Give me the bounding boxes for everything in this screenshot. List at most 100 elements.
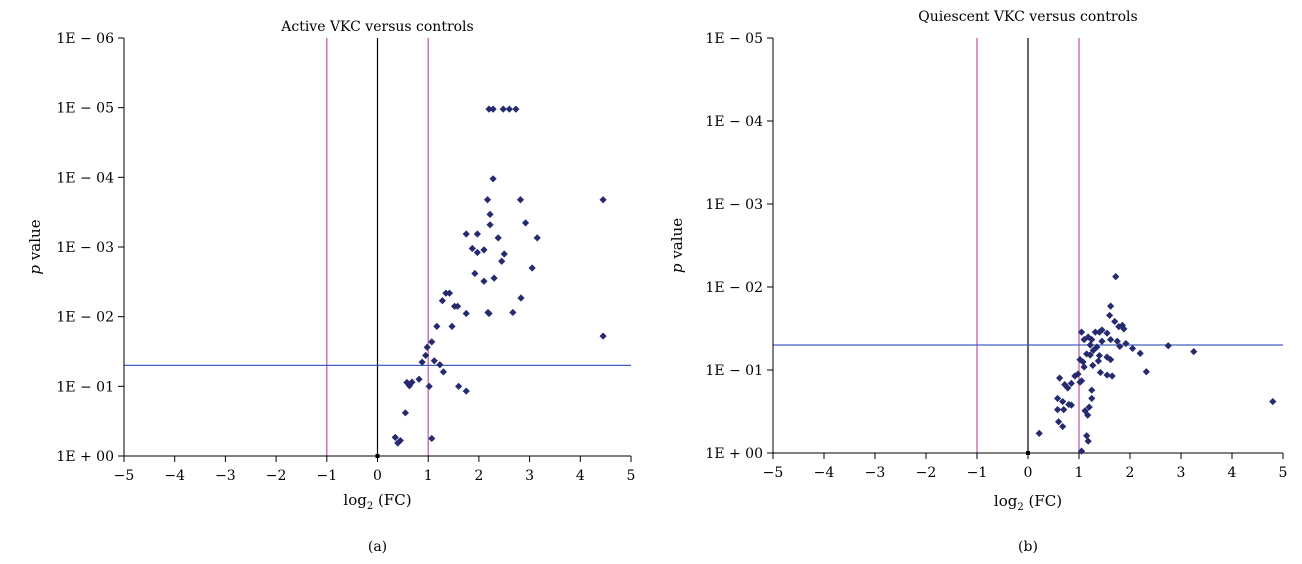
panel-b-x-tick-label: −1 — [967, 465, 988, 481]
panel-b-data-point — [1080, 335, 1088, 344]
panel-b-data-point — [1079, 358, 1087, 366]
panel-a-data-point — [455, 382, 463, 390]
panel-b-y-tick-label: 1E − 02 — [705, 280, 763, 296]
panel-b-data-point — [1053, 406, 1062, 414]
panel-a-data-point — [599, 196, 607, 204]
panel-a-data-point — [418, 358, 426, 366]
panel-b-data-point — [1096, 368, 1105, 377]
panel-b-data-point — [1061, 381, 1069, 389]
panel-a-data-point — [494, 234, 502, 242]
panel-a-data-point — [433, 322, 441, 331]
panel-b-data-point — [1103, 329, 1111, 337]
panel-b-data-point — [1055, 418, 1063, 426]
panel-b-data-point — [1084, 437, 1092, 445]
panel-b-data-point — [1136, 349, 1144, 357]
panel-b-data-point — [1077, 328, 1086, 336]
panel-b-data-point — [1111, 317, 1119, 326]
panel-a-data-point — [483, 196, 492, 204]
panel-b-data-point — [1067, 401, 1075, 409]
panel-a-data-point — [462, 387, 470, 395]
panel-a-data-point — [473, 230, 481, 238]
panel-a-x-tick-label: −5 — [114, 468, 135, 484]
panel-b-data-point — [1107, 335, 1115, 344]
panel-b-x-tick-label: −3 — [865, 465, 886, 481]
panel-b-data-point — [1077, 447, 1086, 455]
panel-b-data-point — [1060, 406, 1068, 414]
panel-a-y-tick-label: 1E − 02 — [56, 310, 114, 326]
panel-b-data-point — [1086, 351, 1094, 359]
panel-a-data-point — [489, 105, 497, 113]
panel-a-y-tick-label: 1E − 06 — [56, 31, 114, 47]
panel-a-data-point — [462, 309, 470, 318]
panel-a-y-tick-label: 1E − 04 — [56, 170, 114, 186]
panel-a-data-point — [450, 302, 459, 310]
panel-a-x-tick-label: 2 — [474, 468, 483, 484]
panel-a-x-axis-label: log2 (FC) — [343, 491, 411, 512]
panel-b-data-point — [1076, 356, 1084, 364]
panel-a-x-axis-label-log: log — [343, 491, 367, 509]
panel-b-data-point — [1053, 394, 1062, 403]
panel-b-x-axis-label-sub: 2 — [1017, 502, 1023, 513]
panel-b-data-point — [1088, 386, 1096, 394]
panel-b-data-point — [1095, 351, 1103, 360]
panel-a-y-axis-label-rest: value — [26, 219, 44, 265]
panel-b-data-point — [1067, 379, 1075, 387]
panel-b-data-point — [1035, 429, 1043, 437]
panel-b-data-point — [1076, 378, 1084, 386]
panel-a-data-point — [521, 219, 530, 227]
panel-a-data-point — [448, 322, 456, 331]
panel-b-y-axis-label: p value — [668, 218, 686, 273]
panel-b-data-point — [1107, 302, 1115, 310]
panel-a-data-point — [500, 250, 508, 258]
panel-b-data-point — [1089, 361, 1097, 369]
panel-a-data-point — [391, 433, 399, 441]
panel-a-x-tick-label: 5 — [627, 468, 636, 484]
panel-a-data-point — [490, 274, 498, 282]
panel-a-data-point — [473, 248, 481, 257]
panel-a-data-point — [486, 210, 494, 218]
panel-a-y-axis-label-p: p — [26, 265, 44, 275]
panel-a-data-point — [415, 375, 423, 383]
panel-b-data-point — [1120, 325, 1128, 333]
panel-b-x-tick-label: −4 — [814, 465, 835, 481]
panel-a-x-tick-label: 3 — [525, 468, 534, 484]
panel-a-origin-marker — [375, 454, 380, 458]
panel-a-data-point — [528, 264, 536, 272]
panel-a-y-tick-label: 1E − 03 — [56, 240, 114, 256]
panel-b-x-tick-label: 4 — [1228, 465, 1237, 481]
panel-a-data-point — [462, 230, 470, 238]
panel-b-x-tick-label: 0 — [1024, 465, 1033, 481]
panel-b-data-point — [1112, 273, 1120, 281]
panel-b-data-point — [1142, 368, 1150, 376]
panel-b-data-point — [1083, 432, 1091, 440]
panel-a-data-point — [516, 196, 525, 204]
panel-b-data-point — [1089, 346, 1097, 354]
panel-b-data-point — [1164, 342, 1172, 350]
panel-b-title: Quiescent VKC versus controls — [918, 9, 1137, 25]
panel-a-data-point — [486, 221, 494, 229]
panel-a-title: Active VKC versus controls — [280, 19, 473, 35]
panel-b-origin-marker — [1026, 451, 1030, 455]
panel-a-x-tick-label: 4 — [576, 468, 585, 484]
panel-a-data-point — [498, 257, 506, 265]
panel-a: 1E + 00 1E − 01 1E − 02 1E − 03 1E − 04 1E − … — [26, 19, 635, 555]
panel-a-y-tick-label: 1E − 01 — [56, 379, 114, 395]
panel-a-x-tick-label: −2 — [266, 468, 287, 484]
panel-b-data-point — [1190, 347, 1198, 356]
panel-b-x-tick-label: 2 — [1126, 465, 1135, 481]
panel-a-data-point — [599, 332, 607, 340]
panel-b-data-point — [1074, 370, 1082, 378]
panel-a-data-point — [505, 105, 513, 113]
panel-a-data-point — [517, 294, 525, 302]
panel-a-x-tick-label: −3 — [215, 468, 236, 484]
panel-a-data-point — [423, 343, 431, 351]
panel-b-x-tick-label: −5 — [763, 465, 784, 481]
panel-b-data-point — [1103, 371, 1111, 379]
panel-a-data-point — [436, 361, 444, 369]
panel-b-data-point — [1106, 311, 1114, 320]
panel-a-x-axis-label-sub: 2 — [367, 501, 373, 512]
panel-a-data-point — [394, 439, 402, 447]
panel-b-data-point — [1116, 342, 1124, 351]
